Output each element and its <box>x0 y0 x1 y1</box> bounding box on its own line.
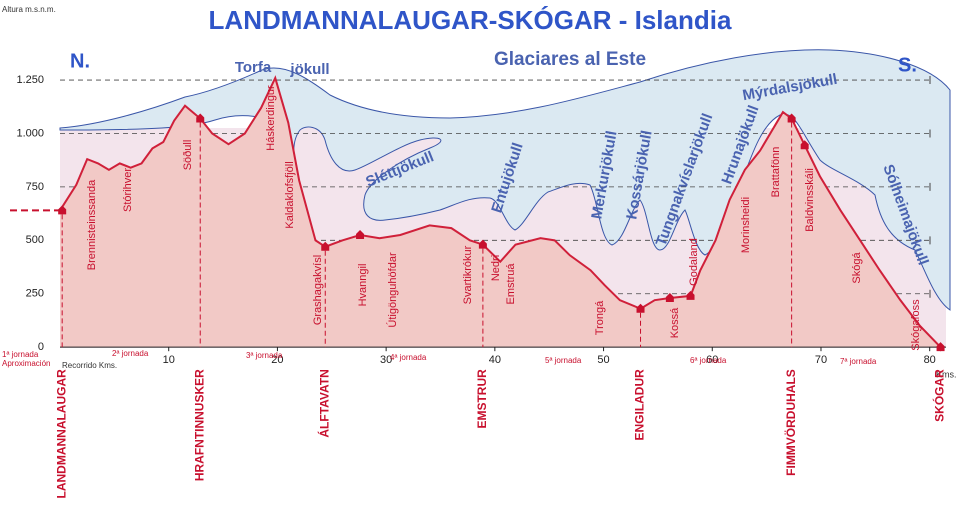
x-tick-label: 20 <box>271 354 283 366</box>
south-label: S. <box>898 54 917 76</box>
hut-marker <box>686 290 695 300</box>
x-tick-label: 30 <box>380 354 392 366</box>
hut-label: EMSTRUR <box>475 369 489 429</box>
hut-marker <box>787 113 796 123</box>
y-tick-label: 750 <box>26 181 44 193</box>
x-axis-label: Recorrido Kms. <box>62 361 117 370</box>
place-label: Háskerdingur <box>265 85 277 151</box>
place-label: Brattafönn <box>770 147 782 198</box>
hut-label: ÁLFTAVATN <box>316 369 331 437</box>
glacier-label: Torfa <box>235 59 272 76</box>
place-label: Emstruá <box>505 263 517 305</box>
place-label: Kossá <box>669 307 681 338</box>
place-label: Söðull <box>182 140 194 171</box>
place-label: Útigönguhöfdar <box>386 252 399 328</box>
hut-marker <box>800 140 809 150</box>
hut-marker <box>196 113 205 123</box>
subtitle: Glaciares al Este <box>494 49 646 70</box>
place-label: Godaland <box>688 238 700 286</box>
y-tick-label: 1.250 <box>16 74 44 86</box>
place-label: Skógá <box>851 252 863 284</box>
stage-label: 5ª jornada <box>545 356 582 365</box>
glacier-label: jökull <box>289 61 329 78</box>
hut-marker <box>58 205 67 215</box>
hut-label: HRAFNTINNUSKER <box>192 369 206 481</box>
chart-title: LANDMANNALAUGAR-SKÓGAR - Islandia <box>209 5 732 35</box>
place-label: Svartikrókur <box>462 245 474 304</box>
stage-label: 7ª jornada <box>840 357 877 366</box>
hut-label: FIMMVÖRDUHALS <box>783 369 798 476</box>
x-tick-label: 80 <box>924 354 936 366</box>
hut-label: ENGILADUR <box>633 369 647 441</box>
x-tick-label: 50 <box>597 354 609 366</box>
place-label: Baldvinsskáli <box>804 168 816 232</box>
stage-label: 6ª jornada <box>690 356 727 365</box>
y-tick-label: 1.000 <box>16 127 44 139</box>
y-axis-label: Altura m.s.n.m. <box>2 5 56 14</box>
hut-marker <box>356 229 365 239</box>
north-label: N. <box>70 50 90 72</box>
y-tick-label: 0 <box>38 341 44 353</box>
place-label: Stórihver <box>122 168 134 212</box>
place-label: Trongá <box>594 300 606 335</box>
x-tick-label: 10 <box>163 354 175 366</box>
hut-marker <box>478 239 487 249</box>
hut-label: SKÓGAR <box>932 369 947 422</box>
place-label: Hvanngil <box>357 264 369 307</box>
x-tick-label: 40 <box>489 354 501 366</box>
y-tick-label: 250 <box>26 288 44 300</box>
hut-marker <box>321 241 330 251</box>
place-label: Kaldaklofsfjöll <box>284 161 296 228</box>
hut-marker <box>636 303 645 313</box>
stage-label: 3ª jornada <box>246 351 283 360</box>
x-tick-label: 70 <box>815 354 827 366</box>
stage-label: 2ª jornada <box>112 349 149 358</box>
x-unit: Kms. <box>936 369 957 379</box>
profile-area <box>60 77 941 348</box>
stage-label: 1ª jornada <box>2 350 39 359</box>
hut-marker <box>936 342 945 352</box>
place-label: Nedri <box>490 255 502 281</box>
hut-label: LANDMANNALAUGAR <box>54 369 68 499</box>
place-label: Grashagakvísl <box>312 255 324 325</box>
x-tick-label: 60 <box>706 354 718 366</box>
place-label: Skógafoss <box>910 299 922 351</box>
hut-marker <box>665 293 674 303</box>
place-label: Brennisteinssanda <box>86 179 98 270</box>
place-label: Morinsheidi <box>740 197 752 253</box>
profile-line <box>59 75 942 348</box>
stage-label: Aproximación <box>2 359 50 368</box>
stage-label: 4ª jornada <box>390 353 427 362</box>
y-tick-label: 500 <box>26 234 44 246</box>
